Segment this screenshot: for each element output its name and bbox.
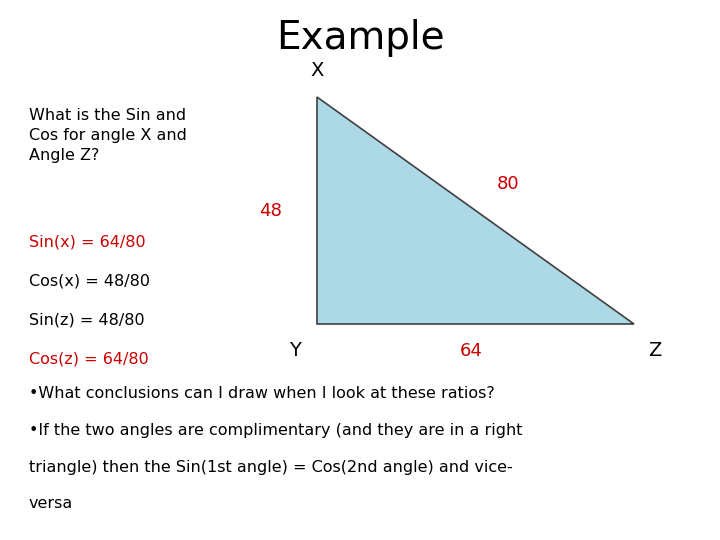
Text: Sin(z) = 48/80: Sin(z) = 48/80 xyxy=(29,313,145,328)
Text: Cos(x) = 48/80: Cos(x) = 48/80 xyxy=(29,274,150,289)
Text: versa: versa xyxy=(29,496,73,511)
Text: •If the two angles are complimentary (and they are in a right: •If the two angles are complimentary (an… xyxy=(29,423,522,438)
Text: Sin(x) = 64/80: Sin(x) = 64/80 xyxy=(29,235,145,250)
Text: What is the Sin and
Cos for angle X and
Angle Z?: What is the Sin and Cos for angle X and … xyxy=(29,108,186,163)
Text: 80: 80 xyxy=(496,174,519,193)
Text: triangle) then the Sin(1st angle) = Cos(2nd angle) and vice-: triangle) then the Sin(1st angle) = Cos(… xyxy=(29,460,513,475)
Text: Cos(z) = 64/80: Cos(z) = 64/80 xyxy=(29,352,148,367)
Text: •What conclusions can I draw when I look at these ratios?: •What conclusions can I draw when I look… xyxy=(29,386,495,401)
Text: 64: 64 xyxy=(460,342,483,360)
Text: Y: Y xyxy=(289,341,301,361)
Text: Z: Z xyxy=(649,341,662,361)
Text: 48: 48 xyxy=(258,201,282,220)
Text: X: X xyxy=(310,60,323,80)
Polygon shape xyxy=(317,97,634,324)
Text: Example: Example xyxy=(276,19,444,57)
